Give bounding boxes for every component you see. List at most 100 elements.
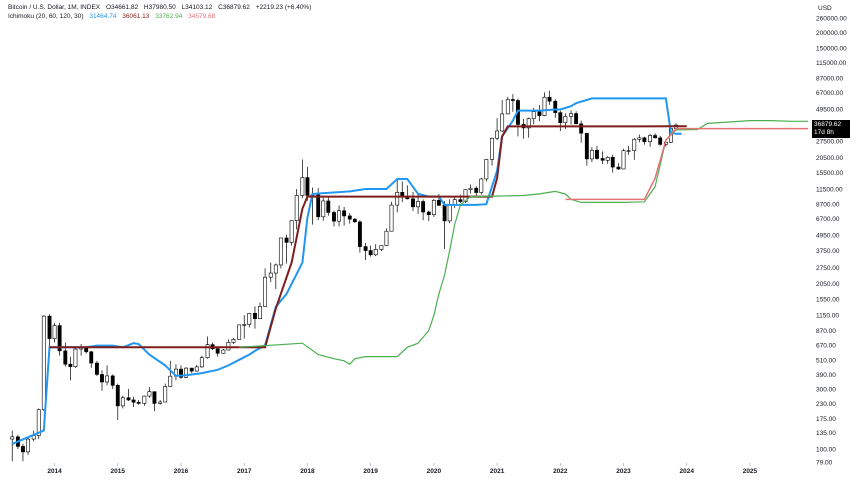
- candle-body: [221, 349, 226, 354]
- price-tick-label: 4950.00: [816, 233, 840, 240]
- ohlc-open: O34661.82: [105, 4, 139, 11]
- candle-body: [495, 130, 500, 139]
- price-tick-label: 670.00: [816, 342, 836, 349]
- price-tick-label: 100.00: [816, 447, 836, 454]
- price-tick-label: 6700.00: [816, 216, 840, 223]
- candle-body: [152, 391, 157, 404]
- candle-body: [326, 200, 331, 213]
- price-tick-label: 3750.00: [816, 248, 840, 255]
- price-tick-label: 11500.00: [816, 186, 843, 193]
- candle-body: [294, 195, 299, 221]
- price-tick-label: 870.00: [816, 328, 836, 335]
- price-tick-label: 2050.00: [816, 281, 840, 288]
- candle-body: [616, 166, 621, 170]
- candle-body: [352, 218, 357, 223]
- price-tick-label: 27500.00: [816, 139, 843, 146]
- candle-body: [237, 324, 242, 340]
- candle-body: [41, 315, 46, 411]
- price-axis[interactable]: 260000.00 200000.00 150000.00 115000.00 8700…: [816, 16, 847, 467]
- candle-body: [426, 211, 431, 215]
- price-change: +2219.23 (+6.40%): [255, 4, 312, 11]
- candle-body: [110, 375, 115, 386]
- candle-body: [258, 306, 262, 319]
- candle-body: [268, 272, 273, 278]
- price-tick-label: 510.00: [816, 357, 836, 364]
- candle-body: [63, 350, 68, 365]
- candles-layer: [10, 90, 678, 462]
- base-line: [49, 125, 687, 349]
- candle-body: [300, 177, 305, 196]
- price-tick-label: 135.00: [816, 430, 836, 437]
- time-tick-label: 2017: [237, 468, 252, 475]
- candle-body: [400, 191, 405, 197]
- candle-body: [253, 313, 257, 319]
- candle-body: [179, 368, 183, 378]
- candle-body: [569, 113, 573, 117]
- candle-body: [505, 99, 510, 115]
- base-value: 36061.13: [122, 13, 150, 20]
- candle-body: [47, 315, 52, 339]
- candle-body: [100, 374, 104, 383]
- indicator-legend: Ichimoku (20, 60, 120, 30) 31464.74 3606…: [8, 13, 219, 21]
- candle-body: [215, 348, 220, 354]
- candle-body: [537, 111, 542, 116]
- candle-body: [136, 401, 141, 404]
- candle-body: [589, 149, 594, 160]
- candle-body: [57, 325, 62, 352]
- candle-body: [421, 201, 426, 213]
- candle-body: [500, 113, 505, 132]
- candle-body: [458, 199, 463, 202]
- time-axis[interactable]: 2014 2015 2016 2017 2018 2019 2020 2021 2022 2023…: [47, 463, 758, 475]
- candle-body: [621, 150, 626, 170]
- candle-body: [147, 391, 152, 397]
- lead2-value: 34579.68: [188, 13, 216, 20]
- candle-body: [273, 264, 278, 274]
- candle-body: [184, 367, 188, 378]
- candle-body: [68, 363, 73, 367]
- price-tick-label: 200000.00: [816, 30, 847, 37]
- candle-body: [115, 385, 120, 407]
- ohlc-close: C36879.62: [218, 4, 250, 11]
- candle-body: [653, 135, 658, 139]
- candle-body: [384, 230, 389, 246]
- candle-body: [126, 397, 131, 401]
- candle-body: [231, 339, 236, 343]
- candle-body: [563, 116, 568, 124]
- candle-body: [574, 113, 579, 125]
- price-tick-label: 230.00: [816, 401, 836, 408]
- indicator-lines-layer: [11, 97, 809, 445]
- candle-body: [347, 215, 352, 220]
- candle-body: [479, 178, 484, 193]
- time-tick-label: 2015: [111, 468, 126, 475]
- candle-body: [342, 210, 347, 217]
- candle-body: [357, 221, 362, 247]
- last-price-tag: 36879.62 17d 8h: [812, 120, 850, 138]
- candle-body: [337, 210, 341, 222]
- candle-body: [468, 187, 473, 190]
- candle-body: [648, 135, 652, 143]
- candle-body: [284, 237, 289, 243]
- candle-body: [247, 313, 252, 325]
- lead1-value: 33762.94: [155, 13, 183, 20]
- leading-span-b-line: [565, 127, 809, 201]
- price-tick-label: 87000.00: [816, 76, 843, 83]
- candle-body: [558, 112, 563, 124]
- price-tick-label: 175.00: [816, 416, 836, 423]
- candle-body: [431, 199, 436, 215]
- time-tick-label: 2018: [300, 468, 315, 475]
- candle-body: [305, 177, 310, 196]
- candle-body: [263, 276, 268, 307]
- time-tick-label: 2025: [743, 468, 758, 475]
- candle-body: [416, 201, 420, 208]
- time-tick-label: 2019: [363, 468, 378, 475]
- candle-body: [94, 362, 99, 375]
- candle-body: [484, 159, 489, 180]
- price-tick-label: 390.00: [816, 372, 836, 379]
- candle-body: [199, 357, 204, 368]
- conversion-value: 31464.74: [89, 13, 117, 20]
- candle-body: [26, 438, 30, 453]
- candle-body: [632, 138, 637, 151]
- price-tick-label: 115000.00: [816, 60, 847, 67]
- ohlc-high: H37980.50: [143, 4, 176, 11]
